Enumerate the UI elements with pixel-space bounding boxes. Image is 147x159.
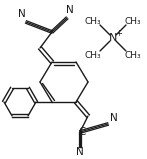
Text: CH₃: CH₃ [85,17,101,25]
Text: N: N [109,33,117,43]
Text: N: N [76,147,84,157]
Text: N: N [18,9,26,19]
Text: C: C [78,127,86,137]
Text: CH₃: CH₃ [125,17,141,25]
Text: N: N [110,113,118,123]
Text: N: N [66,5,74,15]
Text: CH₃: CH₃ [125,51,141,59]
Text: CH₃: CH₃ [85,51,101,59]
Text: +: + [116,28,122,38]
